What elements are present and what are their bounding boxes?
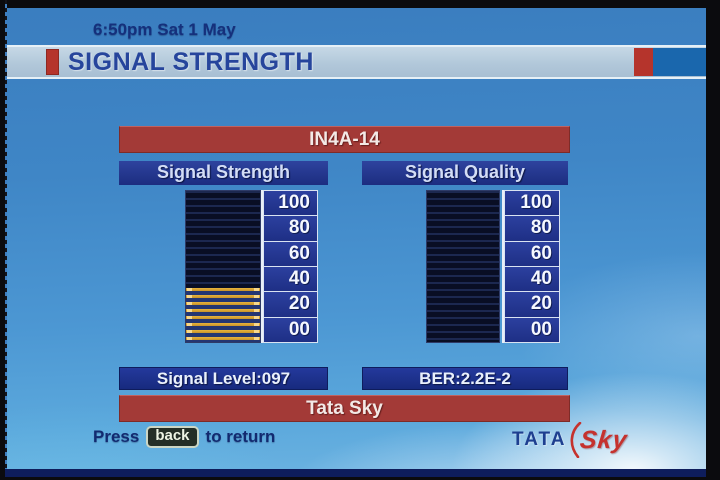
press-label: Press: [93, 427, 140, 446]
signal-quality-scale: 100 80 60 40 20 00: [502, 190, 560, 343]
page-title: SIGNAL STRENGTH: [68, 48, 314, 76]
title-bar: SIGNAL STRENGTH: [5, 45, 706, 79]
tata-logo-text: TATA: [512, 429, 567, 450]
signal-quality-gauge: [426, 190, 500, 343]
scale-tick-80: 80: [504, 215, 560, 242]
screen-edge-left: [0, 0, 7, 480]
signal-strength-scale: 100 80 60 40 20 00: [261, 190, 318, 343]
signal-strength-gauge: [185, 190, 261, 343]
tata-sky-logo: TATA Sky: [512, 422, 630, 458]
scale-tick-100: 100: [263, 190, 318, 217]
to-return-label: to return: [205, 427, 276, 446]
scale-tick-60: 60: [263, 240, 318, 267]
title-right-red-block: [634, 48, 653, 76]
signal-strength-header: Signal Strength: [119, 161, 328, 185]
logo-paren-icon: [571, 422, 582, 458]
title-right-blue-block: [653, 48, 706, 76]
screen-edge-right: [706, 0, 720, 480]
scale-tick-80: 80: [263, 215, 318, 242]
scale-tick-40: 40: [263, 265, 318, 293]
back-hint: Press back to return: [93, 426, 275, 448]
signal-strength-gauge-fill: [186, 287, 260, 343]
screen-edge-bottom-black: [0, 477, 720, 480]
sky-logo-text: Sky: [579, 425, 630, 454]
scale-tick-40: 40: [504, 265, 560, 293]
back-button[interactable]: back: [146, 426, 199, 448]
scale-tick-00: 00: [504, 316, 560, 343]
signal-level-readout: Signal Level:097: [119, 367, 328, 390]
provider-banner: Tata Sky: [119, 395, 570, 422]
datetime-text: 6:50pm Sat 1 May: [93, 20, 236, 39]
screen-edge-bottom-navy: [5, 469, 706, 477]
transponder-banner: IN4A-14: [119, 126, 570, 153]
scale-tick-20: 20: [504, 291, 560, 318]
scale-tick-00: 00: [263, 316, 318, 343]
ber-readout: BER:2.2E-2: [362, 367, 568, 390]
signal-quality-header: Signal Quality: [362, 161, 568, 185]
scale-tick-100: 100: [504, 190, 560, 217]
scale-tick-20: 20: [263, 291, 318, 318]
scale-tick-60: 60: [504, 240, 560, 267]
title-accent-red-icon: [46, 49, 59, 75]
screen-edge-top: [0, 0, 720, 8]
